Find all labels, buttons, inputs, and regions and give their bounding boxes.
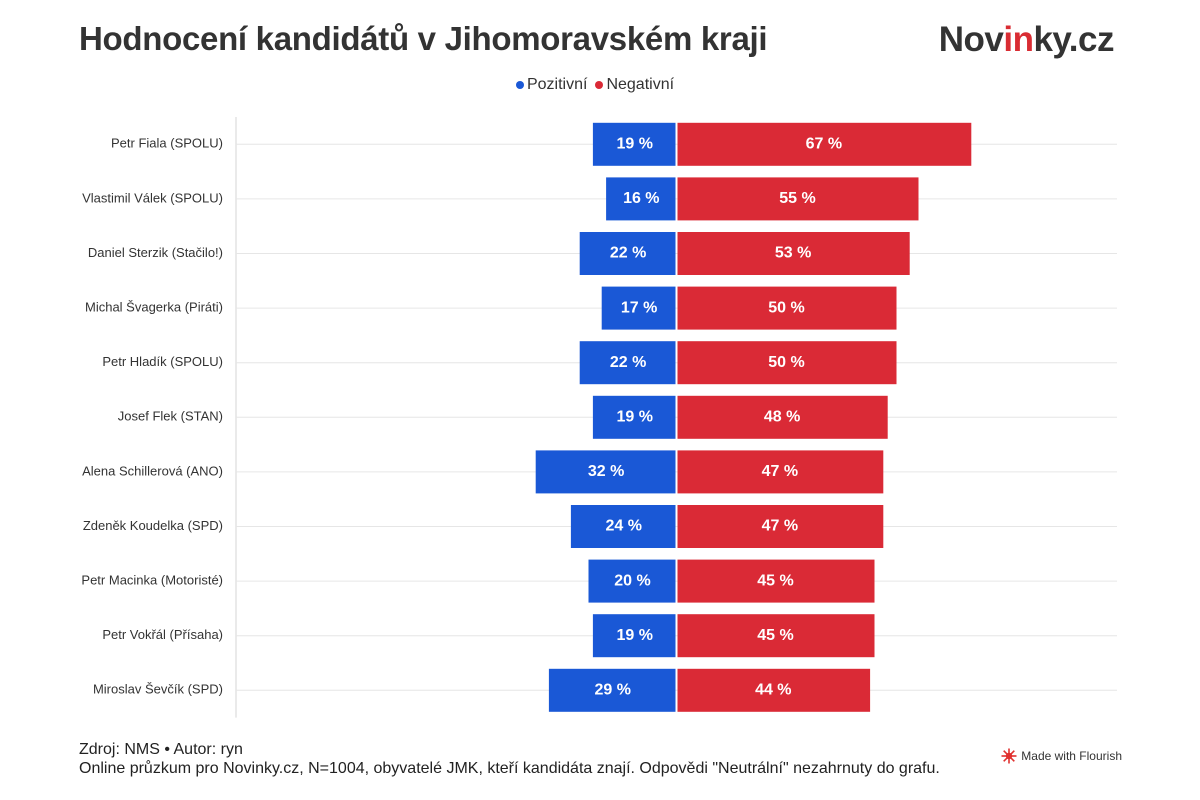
data-label-positive: 19 %	[616, 627, 652, 644]
bar-positive	[570, 505, 676, 548]
bar-negative	[677, 286, 897, 330]
bar-positive	[535, 450, 676, 494]
bar-positive	[592, 614, 676, 658]
bar-negative	[677, 177, 919, 221]
data-label-positive: 20 %	[614, 572, 650, 589]
data-label-positive: 22 %	[610, 354, 646, 371]
data-label-negative: 44 %	[755, 682, 791, 699]
bar-negative	[677, 450, 884, 494]
bar-positive	[588, 559, 676, 603]
data-label-negative: 50 %	[768, 299, 804, 316]
bar-positive	[579, 232, 676, 275]
chart-footer: Zdroj: NMS • Autor: ryn Online průzkum p…	[79, 740, 940, 778]
bar-negative	[677, 122, 972, 166]
chart-title: Hodnocení kandidátů v Jihomoravském kraj…	[79, 20, 768, 57]
bar-positive	[606, 177, 676, 221]
category-label: Michal Švagerka (Piráti)	[85, 300, 223, 315]
logo-text-accent: in	[1003, 20, 1034, 59]
category-label: Petr Hladík (SPOLU)	[102, 354, 223, 369]
category-label: Petr Macinka (Motoristé)	[81, 573, 223, 588]
data-label-positive: 19 %	[616, 409, 652, 426]
data-label-positive: 29 %	[594, 682, 630, 699]
category-label: Vlastimil Válek (SPOLU)	[82, 190, 223, 205]
bar-positive	[579, 341, 676, 385]
data-label-negative: 48 %	[764, 409, 800, 426]
made-with-flourish-badge[interactable]: Made with Flourish	[1001, 748, 1122, 764]
bar-positive	[548, 668, 676, 712]
category-label: Josef Flek (STAN)	[118, 409, 223, 424]
category-label: Alena Schillerová (ANO)	[82, 463, 223, 478]
source-line: Zdroj: NMS • Autor: ryn	[79, 741, 243, 758]
legend-dot-negative-icon	[595, 81, 604, 89]
bar-negative	[677, 395, 888, 439]
bar-negative	[677, 232, 910, 275]
category-label: Petr Vokřál (Přísaha)	[102, 627, 223, 642]
bar-positive	[601, 286, 676, 330]
legend-label-positive: Pozitivní	[526, 76, 588, 93]
data-label-positive: 22 %	[610, 245, 646, 262]
data-label-negative: 45 %	[757, 572, 793, 589]
legend-dot-positive-icon	[515, 81, 524, 89]
bar-negative	[677, 341, 897, 385]
data-label-negative: 47 %	[762, 463, 798, 480]
data-label-positive: 19 %	[616, 136, 652, 153]
novinky-logo[interactable]: Novinky.cz	[938, 20, 1115, 60]
data-label-negative: 53 %	[775, 245, 811, 262]
logo-text-start: Nov	[938, 20, 1004, 59]
category-label: Petr Fiala (SPOLU)	[111, 136, 223, 151]
legend-item-negative[interactable]: Negativní	[595, 76, 674, 94]
bar-positive	[592, 395, 676, 439]
legend-label-negative: Negativní	[606, 76, 675, 93]
logo-text-end: ky.cz	[1033, 20, 1114, 59]
bar-negative	[677, 505, 884, 548]
data-label-negative: 45 %	[757, 627, 793, 644]
flourish-label: Made with Flourish	[1021, 749, 1122, 763]
bar-negative	[677, 559, 875, 603]
bar-positive	[592, 122, 676, 166]
flourish-logo-icon	[1001, 748, 1017, 764]
data-label-positive: 17 %	[621, 299, 657, 316]
diverging-bar-chart: Petr Fiala (SPOLU) 19 % 67 % Vlastimil Vále…	[81, 117, 1117, 718]
data-label-positive: 24 %	[605, 518, 641, 535]
bar-negative	[677, 668, 871, 712]
data-label-negative: 47 %	[762, 518, 798, 535]
bar-negative	[677, 614, 875, 658]
data-label-positive: 16 %	[623, 190, 659, 207]
data-label-negative: 55 %	[779, 190, 815, 207]
category-label: Miroslav Ševčík (SPD)	[93, 682, 223, 697]
data-label-positive: 32 %	[588, 463, 624, 480]
category-label: Zdeněk Koudelka (SPD)	[83, 518, 223, 533]
data-label-negative: 50 %	[768, 354, 804, 371]
methodology-note: Online průzkum pro Novinky.cz, N=1004, o…	[79, 760, 940, 777]
category-label: Daniel Sterzik (Stačilo!)	[88, 245, 223, 260]
chart-legend: Pozitivní Negativní	[0, 76, 1190, 94]
legend-item-positive[interactable]: Pozitivní	[515, 76, 588, 94]
data-label-negative: 67 %	[806, 136, 842, 153]
